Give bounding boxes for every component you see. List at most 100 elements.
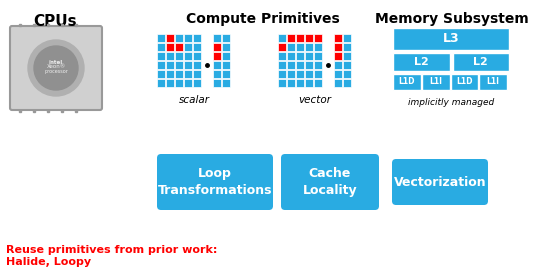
Bar xyxy=(222,43,230,51)
Bar xyxy=(287,61,295,69)
Bar xyxy=(222,52,230,60)
Text: Loop
Transformations: Loop Transformations xyxy=(158,167,272,197)
Bar xyxy=(450,74,478,90)
Bar xyxy=(305,52,313,60)
Bar xyxy=(184,61,192,69)
Bar xyxy=(343,70,351,78)
FancyBboxPatch shape xyxy=(392,159,488,205)
Text: L2: L2 xyxy=(414,57,429,67)
Bar xyxy=(157,43,165,51)
Bar xyxy=(278,34,286,42)
Bar xyxy=(184,52,192,60)
Bar xyxy=(166,34,174,42)
Bar xyxy=(314,70,322,78)
Bar xyxy=(453,53,509,71)
Bar xyxy=(166,79,174,87)
Bar xyxy=(193,34,201,42)
Text: scalar: scalar xyxy=(178,95,209,105)
Text: CPUs: CPUs xyxy=(33,14,77,29)
Bar xyxy=(175,70,183,78)
Bar xyxy=(184,79,192,87)
Bar xyxy=(334,43,342,51)
Bar xyxy=(296,79,304,87)
Text: Reuse primitives from prior work:: Reuse primitives from prior work: xyxy=(6,245,217,255)
Bar xyxy=(314,34,322,42)
Bar xyxy=(334,61,342,69)
Bar xyxy=(166,70,174,78)
Text: Compute Primitives: Compute Primitives xyxy=(186,12,340,26)
Bar xyxy=(166,52,174,60)
Text: processor: processor xyxy=(44,69,68,74)
FancyBboxPatch shape xyxy=(157,154,273,210)
Bar xyxy=(278,43,286,51)
Text: implicitly managed: implicitly managed xyxy=(408,98,494,107)
Bar xyxy=(222,79,230,87)
Text: L2: L2 xyxy=(473,57,488,67)
Bar xyxy=(166,61,174,69)
Bar xyxy=(213,43,221,51)
Bar xyxy=(305,43,313,51)
Bar xyxy=(422,74,449,90)
Text: L3: L3 xyxy=(443,32,459,45)
Bar xyxy=(157,70,165,78)
Bar xyxy=(334,70,342,78)
Bar xyxy=(278,52,286,60)
Bar xyxy=(334,79,342,87)
Circle shape xyxy=(34,46,78,90)
Bar xyxy=(222,34,230,42)
Bar xyxy=(193,61,201,69)
Bar xyxy=(305,79,313,87)
Bar xyxy=(278,61,286,69)
Bar xyxy=(393,53,449,71)
Bar xyxy=(193,79,201,87)
Text: Vectorization: Vectorization xyxy=(394,176,486,188)
Bar xyxy=(296,61,304,69)
Bar xyxy=(343,52,351,60)
Bar xyxy=(193,43,201,51)
Bar xyxy=(213,79,221,87)
Text: L1I: L1I xyxy=(486,78,500,87)
Bar xyxy=(343,61,351,69)
Bar xyxy=(296,43,304,51)
Bar xyxy=(175,61,183,69)
Circle shape xyxy=(28,40,84,96)
Bar xyxy=(193,70,201,78)
Bar xyxy=(157,79,165,87)
Bar xyxy=(296,34,304,42)
Bar xyxy=(314,79,322,87)
Bar xyxy=(343,43,351,51)
Bar xyxy=(287,34,295,42)
Bar xyxy=(393,74,420,90)
Bar xyxy=(175,34,183,42)
Text: L1D: L1D xyxy=(399,78,415,87)
Bar xyxy=(166,43,174,51)
Bar xyxy=(193,52,201,60)
Text: Halide, Loopy: Halide, Loopy xyxy=(6,257,91,267)
Text: Cache
Locality: Cache Locality xyxy=(302,167,357,197)
Bar xyxy=(314,52,322,60)
Bar xyxy=(175,43,183,51)
Bar xyxy=(175,52,183,60)
Bar xyxy=(305,70,313,78)
Bar xyxy=(184,43,192,51)
Bar xyxy=(157,34,165,42)
Bar xyxy=(222,70,230,78)
FancyBboxPatch shape xyxy=(10,26,102,110)
Bar xyxy=(213,34,221,42)
Bar xyxy=(213,52,221,60)
Bar xyxy=(222,61,230,69)
Bar xyxy=(184,34,192,42)
Bar xyxy=(287,43,295,51)
Bar xyxy=(343,34,351,42)
FancyBboxPatch shape xyxy=(281,154,379,210)
Text: vector: vector xyxy=(299,95,331,105)
Bar xyxy=(305,61,313,69)
Bar xyxy=(184,70,192,78)
Bar xyxy=(334,52,342,60)
Bar xyxy=(287,52,295,60)
Text: L1I: L1I xyxy=(429,78,442,87)
Text: Xeon®: Xeon® xyxy=(47,64,65,69)
Bar xyxy=(278,70,286,78)
Bar xyxy=(213,61,221,69)
Bar xyxy=(157,61,165,69)
